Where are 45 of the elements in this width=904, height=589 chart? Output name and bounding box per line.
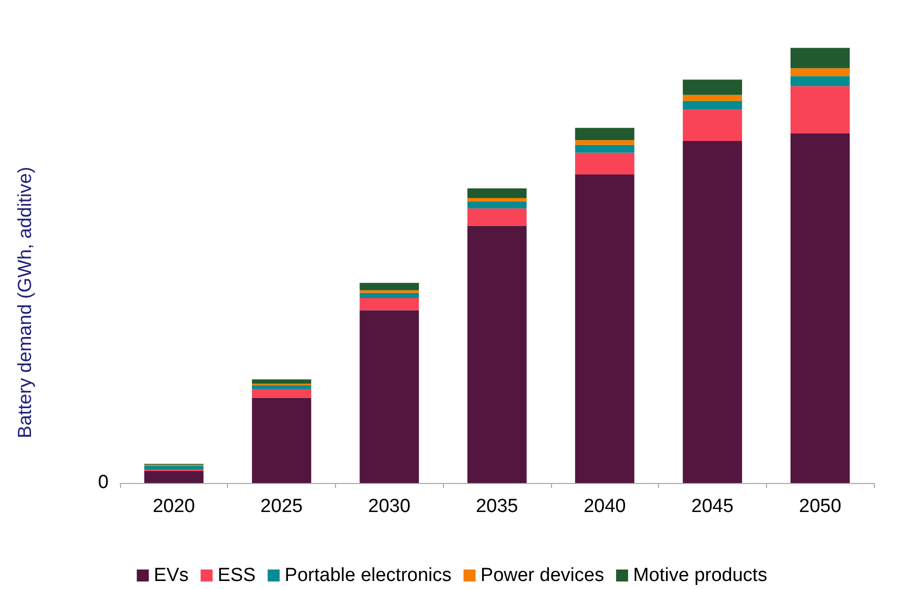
x-tick-label: 2045	[691, 496, 734, 517]
legend-label: Motive products	[633, 565, 768, 586]
bar	[360, 290, 419, 293]
text: 0	[98, 472, 109, 493]
bar	[575, 152, 634, 174]
bar	[682, 94, 742, 101]
legend-label: Portable electronics	[284, 565, 452, 586]
x-tick-label: 2020	[152, 496, 195, 517]
bar	[467, 208, 527, 226]
bar	[252, 385, 312, 389]
bar	[360, 298, 419, 310]
bar	[682, 140, 742, 483]
x-tick-label: 2035	[476, 496, 518, 517]
bar	[360, 292, 419, 298]
bar	[360, 282, 419, 290]
bar	[682, 110, 742, 141]
x-tick-label: 2025	[260, 496, 303, 517]
bar	[252, 398, 312, 483]
bar	[144, 470, 204, 483]
bar	[575, 144, 634, 153]
bar	[790, 86, 850, 134]
bar	[467, 201, 527, 208]
y-axis-title: Battery demand (GWh, additive)	[15, 166, 36, 438]
bar	[252, 389, 312, 398]
x-tick-label: 2040	[584, 496, 626, 517]
bar	[790, 76, 850, 86]
bar	[575, 128, 634, 140]
legend-label: Power devices	[480, 565, 604, 586]
x-tick-label: 2030	[368, 496, 410, 517]
bar	[144, 466, 204, 470]
bar	[790, 134, 850, 483]
bar	[467, 198, 527, 202]
bar	[467, 188, 527, 198]
legend-label: ESS	[218, 565, 256, 586]
bar	[252, 379, 312, 384]
bar	[360, 310, 419, 483]
x-tick-label: 2050	[799, 496, 842, 517]
bar	[575, 140, 634, 145]
bar	[682, 100, 742, 110]
bar	[790, 68, 850, 76]
legend-label: EVs	[154, 565, 189, 586]
bar	[575, 174, 634, 483]
bar	[790, 48, 850, 68]
bar	[467, 226, 527, 483]
bar	[682, 80, 742, 95]
